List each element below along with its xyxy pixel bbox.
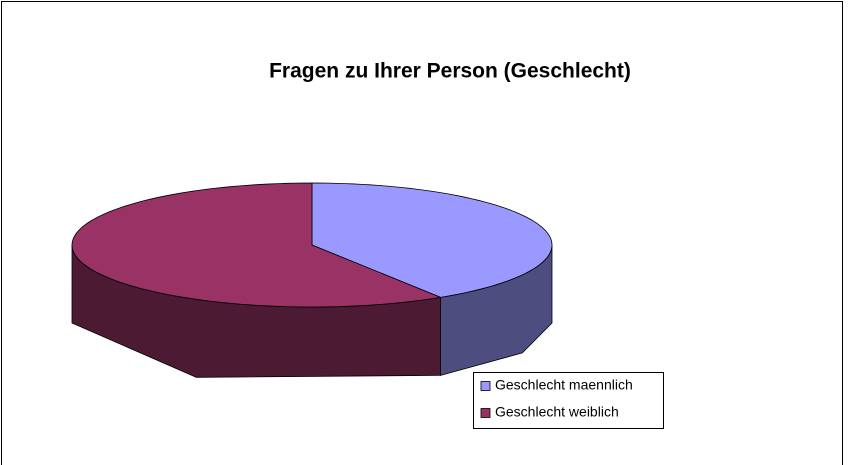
pie-slice — [311, 182, 553, 298]
legend-swatch — [480, 381, 491, 391]
legend-swatch — [480, 408, 491, 418]
pie-slice — [71, 182, 443, 308]
legend — [473, 372, 664, 429]
chart-title: Fragen zu Ihrer Person (Geschlecht) — [269, 60, 631, 83]
legend-label: Geschlecht maennlich — [495, 377, 633, 393]
legend-label: Geschlecht weiblich — [495, 404, 619, 420]
pie — [71, 182, 553, 378]
